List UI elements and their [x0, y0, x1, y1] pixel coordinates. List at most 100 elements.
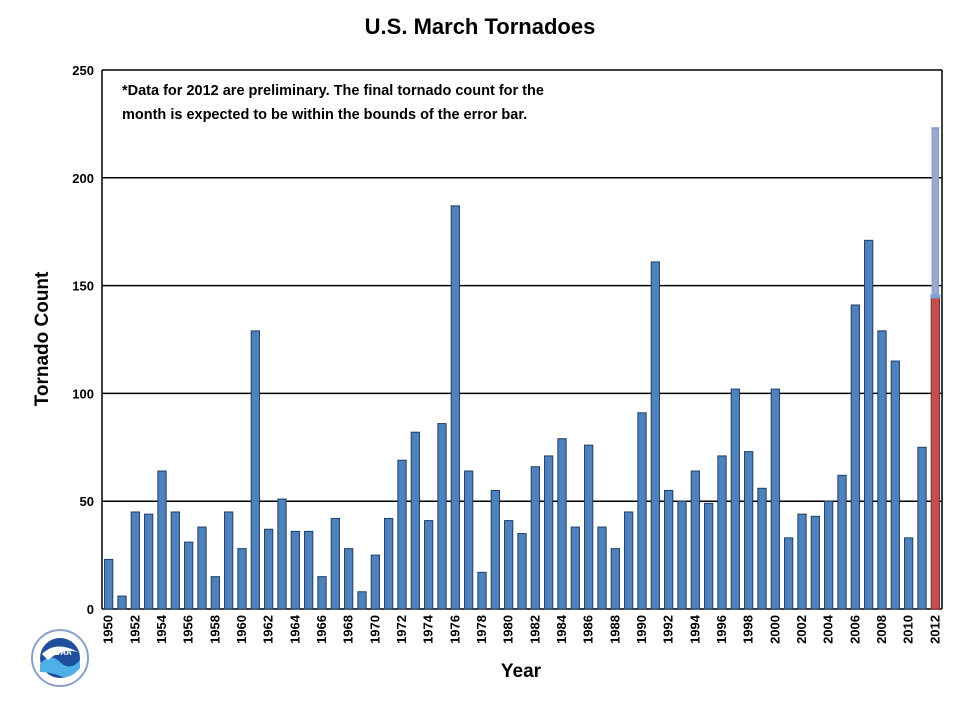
bar-1990: [637, 412, 647, 610]
bar-1955: [170, 511, 180, 610]
bar-1995: [704, 502, 714, 610]
x-tick-label: 1998: [741, 615, 756, 644]
y-tick-label: 200: [72, 171, 94, 186]
bar-1975: [437, 423, 447, 610]
bar-1979: [490, 489, 500, 610]
x-tick-label: 1962: [261, 615, 276, 644]
bar-2012-preliminary: [930, 295, 940, 610]
bar-1988: [610, 548, 620, 610]
bar-1964: [290, 530, 300, 610]
x-tick-label: 1986: [581, 615, 596, 644]
x-tick-label: 2000: [767, 615, 782, 644]
x-tick-label: 1990: [634, 615, 649, 644]
noaa-logo-bird: [42, 646, 78, 660]
noaa-logo-text: NOAA: [48, 648, 72, 657]
x-tick-label: 1988: [607, 615, 622, 644]
bar-1977: [464, 470, 474, 610]
bar-1954: [157, 470, 167, 610]
y-tick-label: 100: [72, 386, 94, 401]
bar-1965: [304, 530, 314, 610]
bar-2011: [917, 446, 927, 610]
x-tick-label: 1978: [474, 615, 489, 644]
bar-1993: [677, 500, 687, 610]
bar-1963: [277, 498, 287, 610]
bar-1968: [344, 548, 354, 610]
bar-2003: [810, 515, 820, 610]
bar-2009: [890, 360, 900, 610]
x-tick-label: 1964: [287, 614, 302, 644]
bar-1956: [184, 541, 194, 610]
bar-1966: [317, 576, 327, 610]
x-tick-label: 2002: [794, 615, 809, 644]
bar-1969: [357, 591, 367, 610]
note-line-2: month is expected to be within the bound…: [122, 107, 527, 123]
bar-1984: [557, 438, 567, 610]
bar-1972: [397, 459, 407, 610]
bar-1983: [544, 455, 554, 610]
bars: [104, 127, 941, 610]
x-tick-label: 1950: [101, 615, 116, 644]
x-tick-label: 1952: [127, 615, 142, 644]
bar-1958: [210, 576, 220, 610]
bar-2005: [837, 474, 847, 610]
x-tick-label: 1996: [714, 615, 729, 644]
bar-1967: [330, 517, 340, 610]
bar-1982: [530, 466, 540, 610]
x-tick-label: 2008: [874, 615, 889, 644]
bar-1986: [584, 444, 594, 610]
bar-1973: [410, 431, 420, 610]
bar-1999: [757, 487, 767, 610]
x-tick-label: 1974: [421, 614, 436, 644]
x-tick-label: 1968: [341, 615, 356, 644]
x-tick-label: 1980: [501, 615, 516, 644]
bar-1980: [504, 520, 514, 610]
bar-2006: [850, 304, 860, 610]
x-tick-labels: 1950 1952 1954 1956 1958 1960 1962 1964 1966 1968…: [101, 614, 943, 644]
bar-2008: [877, 330, 887, 610]
x-tick-label: 1960: [234, 615, 249, 644]
bar-2004: [824, 500, 834, 610]
noaa-logo-wave: [40, 657, 80, 677]
x-tick-label: 1966: [314, 615, 329, 644]
bar-1953: [144, 513, 154, 610]
bar-1992: [664, 489, 674, 610]
y-axis-label: Tornado Count: [32, 271, 53, 406]
bar-1978: [477, 571, 487, 610]
x-tick-label: 2010: [901, 615, 916, 644]
x-tick-label: 1994: [687, 614, 702, 644]
x-tick-label: 1972: [394, 615, 409, 644]
bar-2007: [864, 239, 874, 610]
bar-1989: [624, 511, 634, 610]
error-bar-2012: [931, 127, 940, 298]
bar-1987: [597, 526, 607, 610]
x-tick-label: 1992: [661, 615, 676, 644]
x-tick-label: 2006: [847, 615, 862, 644]
y-tick-label: 50: [80, 494, 94, 509]
bar-1961: [250, 330, 260, 610]
x-axis-label: Year: [501, 661, 542, 682]
bar-1950: [104, 558, 114, 610]
x-tick-label: 1982: [527, 615, 542, 644]
x-tick-label: 1958: [207, 615, 222, 644]
note-line-1: *Data for 2012 are preliminary. The fina…: [122, 83, 544, 99]
noaa-logo: NOAA: [31, 629, 89, 687]
bar-1997: [730, 388, 740, 610]
x-tick-label: 1956: [181, 615, 196, 644]
bar-1971: [384, 517, 394, 610]
x-tick-label: 1970: [367, 615, 382, 644]
bar-1962: [264, 528, 274, 610]
bar-1959: [224, 511, 234, 610]
x-tick-label: 1954: [154, 614, 169, 644]
bar-1994: [690, 470, 700, 610]
chart-title: U.S. March Tornadoes: [365, 14, 596, 39]
bar-1952: [130, 511, 140, 610]
bar-1996: [717, 455, 727, 610]
x-tick-label: 1976: [447, 615, 462, 644]
y-tick-label: 150: [72, 279, 94, 294]
bar-1976: [450, 205, 460, 610]
bar-1998: [744, 451, 754, 610]
bar-1985: [570, 526, 580, 610]
bar-2001: [784, 537, 794, 610]
bar-1970: [370, 554, 380, 610]
